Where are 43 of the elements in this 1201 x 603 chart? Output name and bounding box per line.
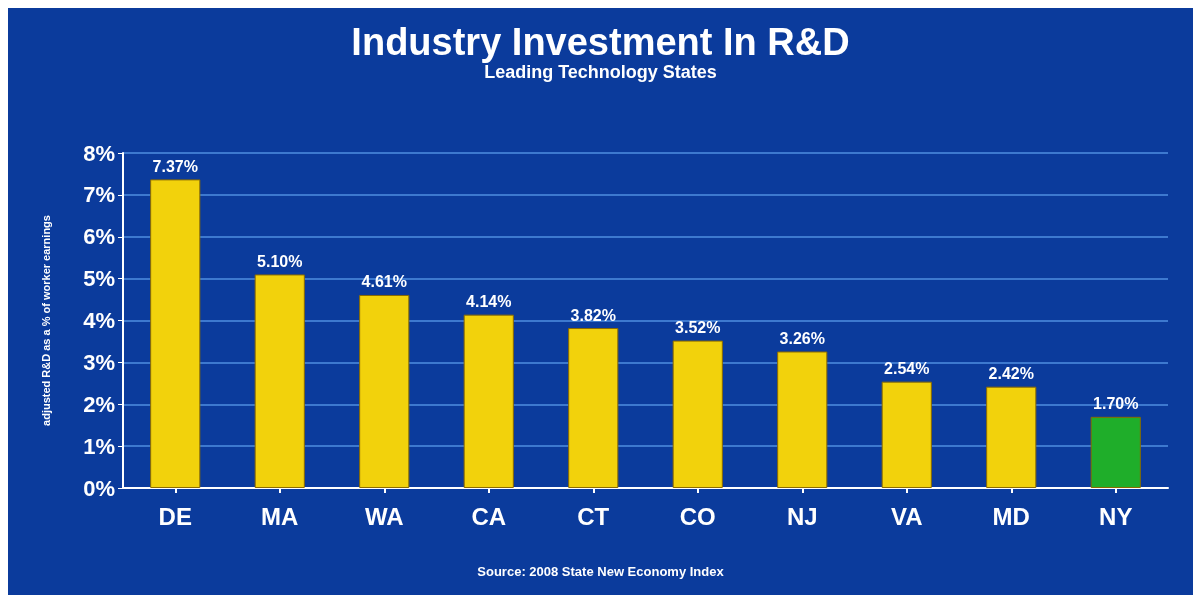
data-label: 2.54% [884,360,930,378]
bar [881,381,932,488]
data-label: 3.26% [779,329,825,347]
bar [359,294,410,488]
y-tick-label: 1% [83,433,115,459]
bar [777,351,828,488]
y-tick-label: 7% [83,182,115,208]
x-tick-label: MA [261,502,299,530]
x-tick-label: WA [364,502,404,530]
chart-subtitle: Leading Technology States [484,62,717,82]
data-label: 7.37% [152,157,198,175]
y-tick-label: 4% [83,308,115,333]
y-axis-title: adjusted R&D as a % of worker earnings [39,215,52,426]
bar [986,386,1037,488]
data-label: 5.10% [257,252,303,270]
y-tick-label: 2% [83,391,115,417]
y-tick-label: 5% [83,266,115,292]
data-label: 1.70% [1093,395,1139,413]
y-tick-label: 3% [83,349,115,375]
data-label: 4.61% [361,273,407,291]
x-tick-label: NJ [786,502,818,530]
x-tick-label: CT [577,502,610,530]
bar [463,314,514,488]
data-label: 3.82% [570,306,616,324]
source-note: Source: 2008 State New Economy Index [477,564,725,579]
x-tick-label: CA [471,502,507,530]
bar [1090,416,1141,488]
x-tick-label: CO [679,502,716,530]
bar [150,179,201,488]
bar [254,274,305,488]
y-tick-label: 0% [83,475,115,501]
data-label: 4.14% [466,293,512,311]
x-tick-label: DE [158,502,192,530]
bar [568,328,619,488]
data-label: 3.52% [675,319,721,337]
x-tick-label: NY [1099,502,1133,530]
chart-title: Industry Investment In R&D [351,21,850,63]
y-tick-label: 8% [83,140,115,166]
data-label: 2.42% [988,365,1034,383]
x-tick-label: MD [992,502,1030,530]
y-tick-label: 6% [83,224,115,250]
bar [672,340,723,488]
x-tick-label: VA [890,502,923,530]
